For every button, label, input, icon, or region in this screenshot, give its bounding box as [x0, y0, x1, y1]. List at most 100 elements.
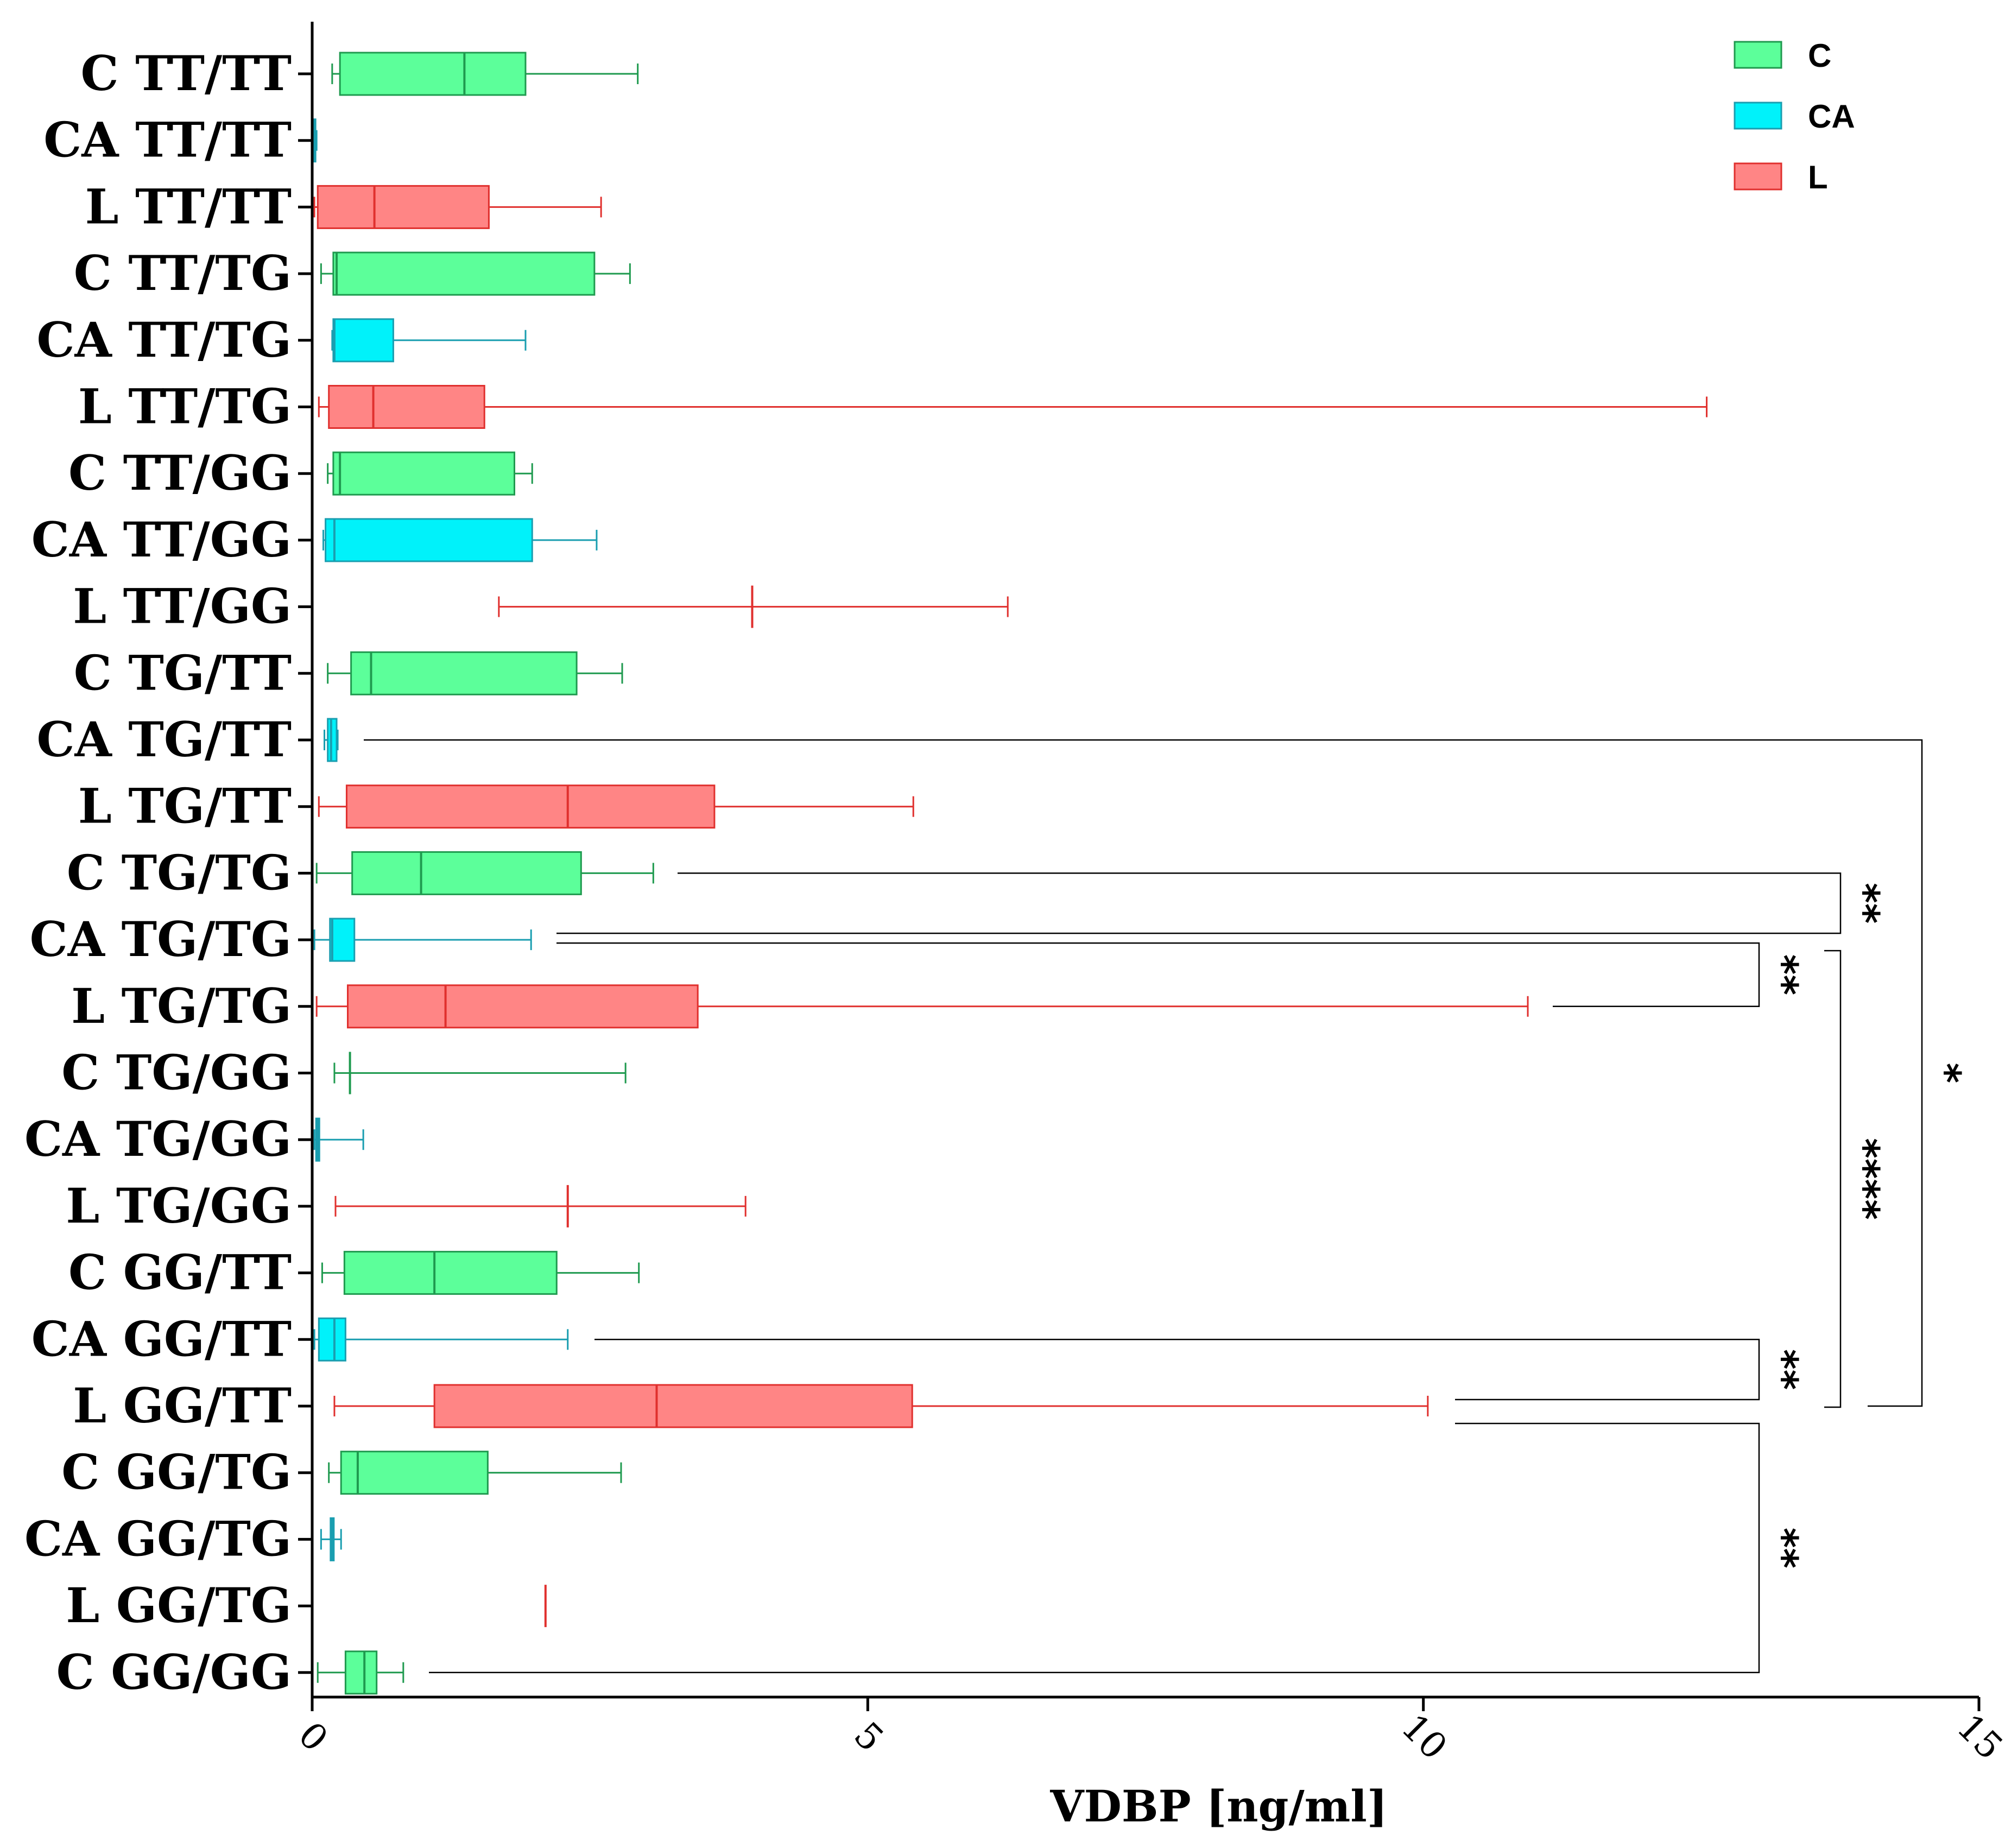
- box-l-tg-gg: [334, 1185, 747, 1227]
- iqr-box-ca-tt-tg: [332, 318, 394, 363]
- y-label-c-gg-tt: C GG/TT: [68, 1244, 292, 1301]
- box-ca-tg-tg: [313, 917, 532, 962]
- y-label-ca-tt-gg: CA TT/GG: [31, 511, 292, 568]
- y-label-c-gg-gg: C GG/GG: [56, 1644, 292, 1700]
- y-label-c-tg-tg: C TG/TG: [67, 844, 292, 901]
- iqr-box-c-tt-gg: [332, 451, 515, 496]
- y-label-ca-tg-tt: CA TG/TT: [36, 711, 292, 768]
- y-label-c-tg-gg: C TG/GG: [61, 1045, 292, 1101]
- significance-bracket-3: **: [594, 1339, 1806, 1401]
- bracket-line-5: [1824, 950, 1842, 1408]
- box-c-tg-tt: [327, 651, 623, 695]
- significance-bracket-1: **: [556, 872, 1888, 934]
- y-label-c-gg-tg: C GG/TG: [61, 1444, 292, 1501]
- y-label-l-tg-tt: L TG/TT: [78, 778, 292, 834]
- y-label-c-tt-gg: C TT/GG: [68, 445, 292, 501]
- y-label-ca-tg-gg: CA TG/GG: [24, 1111, 292, 1167]
- iqr-box-c-gg-gg: [344, 1650, 378, 1695]
- bracket-line-4: [429, 1422, 1760, 1674]
- significance-bracket-6: *: [364, 739, 1969, 1407]
- box-c-tt-gg: [327, 451, 533, 496]
- box-c-gg-tt: [321, 1251, 640, 1295]
- iqr-box-l-tt-tt: [317, 185, 490, 229]
- legend-item-ca: CA: [1734, 98, 1855, 135]
- box-ca-tg-tt: [324, 718, 339, 762]
- box-c-gg-gg: [317, 1650, 404, 1695]
- y-label-ca-gg-tg: CA GG/TG: [24, 1510, 292, 1567]
- legend-item-c: C: [1734, 37, 1831, 74]
- iqr-box-ca-tt-gg: [325, 518, 533, 562]
- y-label-c-tt-tt: C TT/TT: [81, 45, 292, 102]
- box-l-tt-tg: [318, 385, 1708, 429]
- legend-swatch-ca: [1734, 102, 1782, 130]
- legend-label-c: C: [1808, 37, 1831, 74]
- significance-label-1: **: [1842, 883, 1888, 923]
- y-label-l-tg-gg: L TG/GG: [66, 1178, 292, 1234]
- box-ca-gg-tg: [320, 1517, 342, 1561]
- box-ca-tt-tt: [312, 118, 318, 163]
- y-label-l-tg-tg: L TG/TG: [71, 978, 292, 1034]
- y-label-ca-gg-tt: CA GG/TT: [31, 1311, 292, 1367]
- iqr-box-c-gg-tt: [343, 1251, 558, 1295]
- box-l-tg-tt: [318, 784, 914, 829]
- bracket-line-3: [594, 1339, 1760, 1401]
- box-layer: [312, 52, 1708, 1695]
- box-l-tg-tg: [315, 984, 1529, 1029]
- significance-bracket-5: ****: [1824, 950, 1888, 1408]
- legend-swatch-l: [1734, 162, 1782, 191]
- iqr-box-c-tg-tg: [351, 851, 582, 895]
- y-label-ca-tt-tg: CA TT/TG: [36, 312, 292, 368]
- legend-item-l: L: [1734, 159, 1828, 195]
- box-c-tg-tg: [315, 851, 654, 895]
- significance-layer: *************: [364, 739, 1969, 1674]
- box-l-tt-tt: [313, 185, 602, 229]
- bracket-line-6: [364, 739, 1923, 1407]
- y-label-l-gg-tt: L GG/TT: [73, 1377, 292, 1434]
- iqr-box-l-tg-tg: [346, 984, 699, 1029]
- bracket-line-1: [556, 872, 1842, 934]
- significance-label-4: **: [1761, 1528, 1806, 1568]
- iqr-box-ca-tg-tg: [329, 917, 356, 962]
- y-label-l-gg-tg: L GG/TG: [66, 1577, 292, 1634]
- iqr-box-l-tt-tg: [328, 385, 485, 429]
- significance-label-2: **: [1761, 954, 1806, 995]
- box-c-gg-tg: [328, 1451, 622, 1495]
- box-c-tg-gg: [333, 1052, 627, 1094]
- iqr-box-c-tg-tt: [350, 651, 578, 695]
- significance-label-5: ****: [1842, 1138, 1888, 1220]
- iqr-box-c-tt-tt: [339, 52, 527, 96]
- iqr-box-l-tg-tt: [345, 784, 716, 829]
- y-label-c-tt-tg: C TT/TG: [74, 245, 292, 301]
- box-ca-tt-gg: [322, 518, 598, 562]
- legend-label-ca: CA: [1808, 98, 1855, 135]
- legend-swatch-c: [1734, 41, 1782, 69]
- box-ca-gg-tt: [313, 1317, 569, 1362]
- y-label-c-tg-tt: C TG/TT: [74, 644, 292, 701]
- box-ca-tg-gg: [313, 1117, 364, 1162]
- significance-bracket-2: **: [556, 942, 1806, 1008]
- iqr-box-ca-tg-tt: [327, 718, 338, 762]
- y-label-l-tt-tg: L TT/TG: [78, 378, 292, 435]
- y-label-l-tt-gg: L TT/GG: [73, 578, 292, 635]
- box-l-gg-tt: [333, 1384, 1429, 1428]
- significance-bracket-4: **: [429, 1422, 1806, 1674]
- significance-label-6: *: [1924, 1063, 1969, 1084]
- iqr-box-c-tt-tg: [332, 251, 596, 296]
- y-label-ca-tg-tg: CA TG/TG: [30, 911, 292, 967]
- legend: C CA L: [1734, 37, 1855, 195]
- iqr-box-l-gg-tt: [433, 1384, 913, 1428]
- iqr-box-ca-gg-tt: [318, 1317, 346, 1362]
- y-label-ca-tt-tt: CA TT/TT: [43, 112, 292, 168]
- box-c-tt-tg: [320, 251, 631, 296]
- significance-label-3: **: [1761, 1349, 1806, 1390]
- bracket-line-2: [556, 942, 1760, 1008]
- box-ca-tt-tg: [331, 318, 527, 363]
- y-label-l-tt-tt: L TT/TT: [85, 178, 292, 235]
- iqr-box-c-gg-tg: [340, 1451, 489, 1495]
- x-axis-title: VDBP [ng/ml]: [1049, 1781, 1387, 1832]
- legend-label-l: L: [1808, 159, 1828, 195]
